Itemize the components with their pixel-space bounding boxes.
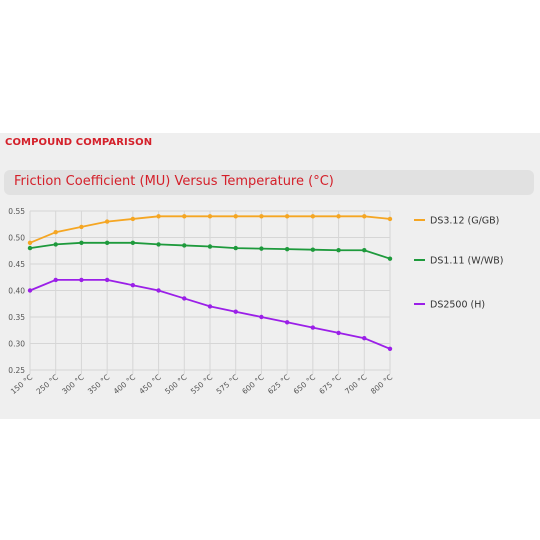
data-point xyxy=(182,243,187,248)
data-point xyxy=(79,224,84,230)
data-point xyxy=(362,248,367,253)
data-point xyxy=(53,242,58,247)
data-point xyxy=(284,214,290,219)
data-point xyxy=(53,230,58,235)
chart-series xyxy=(27,214,393,351)
data-point xyxy=(233,214,238,219)
data-point xyxy=(259,314,264,320)
x-tick-label: 450 °C xyxy=(137,373,162,396)
data-point xyxy=(130,216,136,222)
data-point xyxy=(310,325,316,330)
data-point xyxy=(207,214,213,219)
x-tick-label: 650 °C xyxy=(292,373,317,396)
data-point xyxy=(53,277,58,283)
x-tick-label: 150 °C xyxy=(9,373,34,396)
y-tick-label: 0.55 xyxy=(8,207,25,216)
x-tick-label: 550 °C xyxy=(189,373,214,396)
data-point xyxy=(362,214,367,219)
chart-legend: DS3.12 (G/GB) DS1.11 (W/WB) DS2500 (H) xyxy=(414,216,503,311)
data-point xyxy=(156,242,161,247)
data-point xyxy=(233,309,238,314)
x-tick-label: 350 °C xyxy=(86,373,111,396)
legend-label: DS3.12 (G/GB) xyxy=(430,216,499,227)
data-point xyxy=(387,346,393,351)
data-point xyxy=(233,245,238,251)
data-point xyxy=(79,240,84,245)
data-point xyxy=(259,214,264,219)
data-point xyxy=(104,219,110,224)
y-axis-ticks: 0.55 0.50 0.45 0.40 0.35 0.30 0.25 xyxy=(8,207,25,375)
data-point xyxy=(27,245,33,251)
data-point xyxy=(130,283,136,288)
y-tick-label: 0.40 xyxy=(8,287,25,296)
data-point xyxy=(182,296,187,301)
legend-label: DS2500 (H) xyxy=(430,300,485,311)
y-tick-label: 0.45 xyxy=(8,260,25,269)
data-point xyxy=(156,288,161,293)
x-tick-label: 575 °C xyxy=(215,373,240,396)
data-point xyxy=(310,247,316,252)
data-point xyxy=(104,277,110,283)
data-point xyxy=(387,216,393,222)
data-point xyxy=(207,304,213,309)
y-tick-label: 0.30 xyxy=(8,340,25,349)
data-point xyxy=(156,214,161,219)
x-axis-ticks: 150 °C 250 °C 300 °C 350 °C 400 °C 450 °C 500 … xyxy=(9,373,394,396)
x-tick-label: 675 °C xyxy=(317,373,342,396)
x-tick-label: 800 °C xyxy=(369,373,394,396)
x-tick-label: 300 °C xyxy=(60,373,85,396)
data-point xyxy=(259,246,264,251)
chart-grid xyxy=(29,210,391,374)
y-tick-label: 0.25 xyxy=(8,366,25,375)
data-point xyxy=(27,288,33,293)
data-point xyxy=(104,240,110,245)
data-point xyxy=(284,320,290,325)
x-tick-label: 400 °C xyxy=(112,373,137,396)
data-point xyxy=(130,240,136,245)
chart-title: Friction Coefficient (MU) Versus Tempera… xyxy=(14,174,334,189)
x-tick-label: 250 °C xyxy=(35,373,60,396)
data-point xyxy=(284,246,290,252)
data-point xyxy=(336,248,341,253)
data-point xyxy=(310,214,316,219)
data-point xyxy=(336,330,341,336)
data-point xyxy=(336,214,341,219)
data-point xyxy=(182,214,187,219)
data-point xyxy=(207,244,213,249)
x-tick-label: 625 °C xyxy=(266,373,291,396)
x-tick-label: 700 °C xyxy=(343,373,368,396)
x-tick-label: 600 °C xyxy=(240,373,265,396)
y-tick-label: 0.35 xyxy=(8,313,25,322)
legend-label: DS1.11 (W/WB) xyxy=(430,256,503,267)
data-point xyxy=(362,336,367,341)
y-tick-label: 0.50 xyxy=(8,234,25,243)
data-point xyxy=(27,240,33,245)
chart-title-bar: Friction Coefficient (MU) Versus Tempera… xyxy=(4,170,534,195)
x-tick-label: 500 °C xyxy=(163,373,188,396)
chart-panel: COMPOUND COMPARISON Friction Coefficient… xyxy=(0,133,540,419)
data-point xyxy=(387,256,393,261)
section-title: COMPOUND COMPARISON xyxy=(5,137,153,148)
data-point xyxy=(79,277,84,283)
